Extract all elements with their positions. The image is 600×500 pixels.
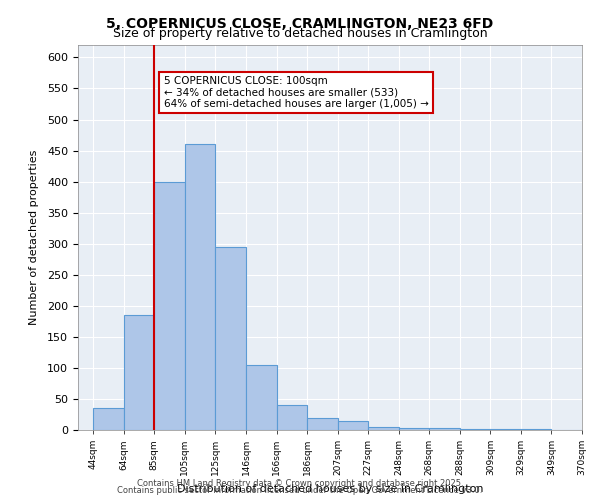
Bar xyxy=(215,247,246,430)
Bar xyxy=(246,365,277,430)
Text: Size of property relative to detached houses in Cramlington: Size of property relative to detached ho… xyxy=(113,28,487,40)
Text: Contains public sector information licensed under the Open Government Licence v3: Contains public sector information licen… xyxy=(118,486,482,495)
Bar xyxy=(185,144,215,430)
Bar xyxy=(307,418,338,430)
Bar xyxy=(124,315,154,430)
Text: 5 COPERNICUS CLOSE: 100sqm
← 34% of detached houses are smaller (533)
64% of sem: 5 COPERNICUS CLOSE: 100sqm ← 34% of deta… xyxy=(164,76,428,109)
Bar xyxy=(429,428,460,430)
X-axis label: Distribution of detached houses by size in Cramlington: Distribution of detached houses by size … xyxy=(177,484,483,494)
Text: 5, COPERNICUS CLOSE, CRAMLINGTON, NE23 6FD: 5, COPERNICUS CLOSE, CRAMLINGTON, NE23 6… xyxy=(106,18,494,32)
Bar xyxy=(277,405,307,430)
Bar xyxy=(399,428,429,430)
Bar xyxy=(338,420,368,430)
Text: Contains HM Land Registry data © Crown copyright and database right 2025.: Contains HM Land Registry data © Crown c… xyxy=(137,478,463,488)
Y-axis label: Number of detached properties: Number of detached properties xyxy=(29,150,39,325)
Bar xyxy=(93,408,124,430)
Bar xyxy=(154,182,185,430)
Bar xyxy=(368,427,399,430)
